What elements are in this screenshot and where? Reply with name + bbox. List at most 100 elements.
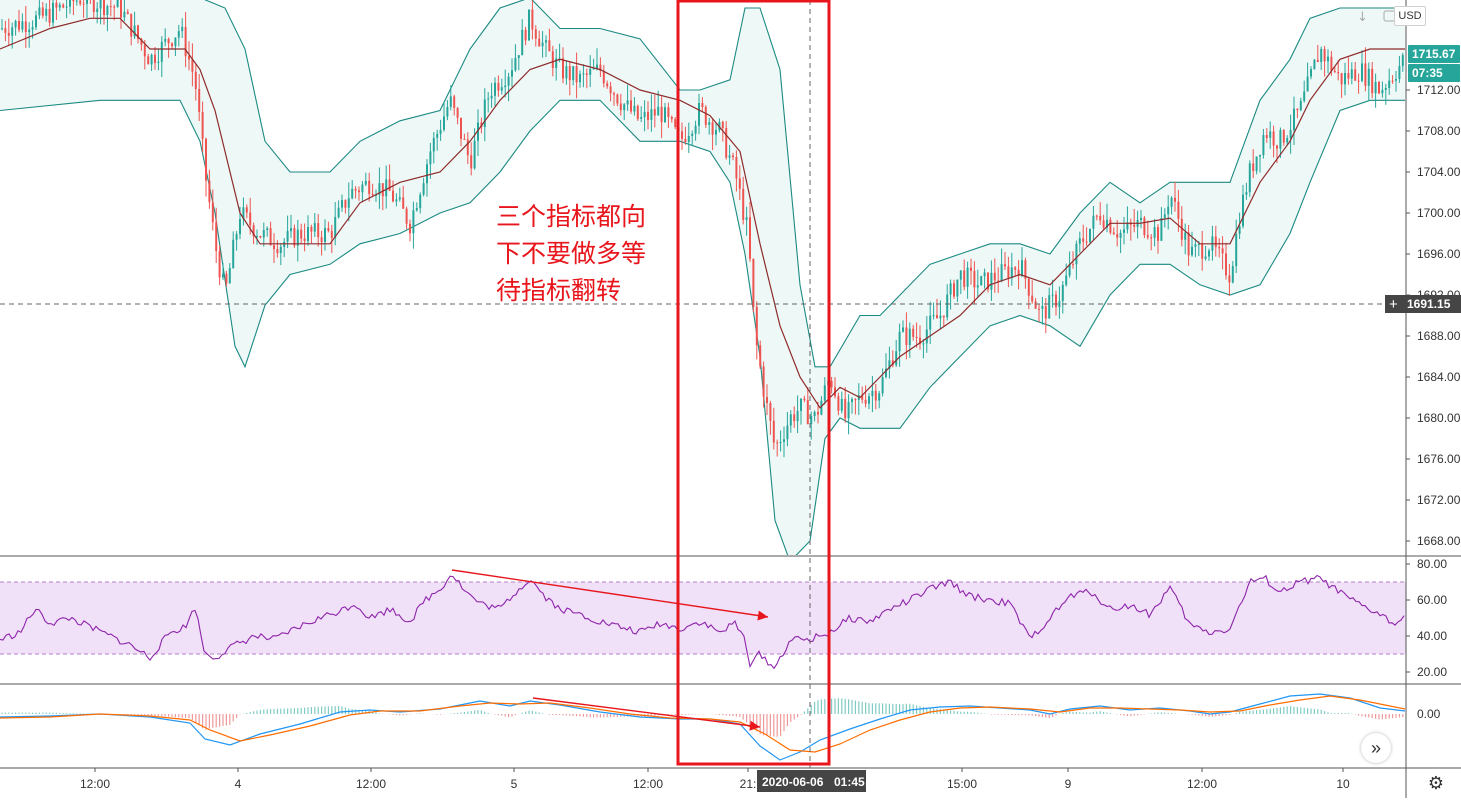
candle-body [749, 217, 751, 259]
bollinger-lower-line [0, 99, 1405, 555]
candle-body [1374, 82, 1377, 94]
candle-body [565, 66, 568, 79]
candle-body [1252, 163, 1255, 171]
candle-body [198, 89, 201, 112]
candle-body [524, 29, 527, 41]
candle-body [228, 268, 231, 284]
candle-body [120, 0, 122, 18]
candle-body [96, 8, 99, 12]
candle-body [813, 412, 816, 417]
candle-body [562, 58, 564, 79]
candle-body [1347, 73, 1350, 79]
candle-body [103, 0, 105, 15]
candle-body [939, 315, 942, 319]
candle-body [439, 129, 442, 134]
main-price-pane [0, 0, 1405, 555]
candle-body [776, 442, 779, 444]
candle-body [980, 276, 983, 286]
x-tick-label: 10 [1336, 777, 1350, 791]
candle-body [415, 208, 418, 211]
candle-body [62, 4, 65, 8]
y-tick-label: 1684.00 [1417, 370, 1461, 384]
candle-body [1330, 56, 1333, 71]
rsi-tick-label: 40.00 [1417, 629, 1447, 643]
candle-body [1116, 234, 1119, 238]
candle-body [266, 228, 269, 230]
candle-body [966, 267, 969, 287]
candle-body [426, 164, 428, 184]
candle-body [531, 9, 534, 30]
candle-body [1170, 197, 1173, 207]
candle-body [915, 336, 918, 338]
candle-body [1163, 214, 1166, 218]
annotation-line: 三个指标都向 [496, 202, 646, 231]
candle-body [902, 327, 904, 332]
candle-body [721, 122, 724, 128]
candle-body [1262, 135, 1265, 156]
candle-body [1269, 131, 1272, 138]
currency-button[interactable]: USD [1394, 6, 1426, 26]
candle-body [837, 396, 840, 411]
candle-body [1092, 215, 1095, 229]
candle-body [1197, 244, 1200, 245]
candle-body [1184, 232, 1187, 240]
candle-body [249, 212, 252, 226]
candle-body [371, 193, 374, 195]
candle-body [1191, 246, 1193, 256]
candle-body [755, 306, 758, 346]
candle-body [568, 66, 571, 81]
gear-icon[interactable]: ⚙ [1427, 773, 1445, 793]
candle-body [194, 71, 197, 89]
candle-body [58, 4, 61, 8]
scroll-to-realtime-button[interactable]: » [1361, 733, 1391, 763]
candle-body [341, 200, 343, 208]
candle-body [191, 59, 194, 72]
candle-body [347, 198, 350, 208]
candle-body [891, 360, 894, 366]
candle-body [1313, 59, 1316, 70]
candle-body [1082, 238, 1085, 242]
candle-body [140, 38, 143, 45]
candle-body [188, 56, 190, 60]
candle-body [205, 138, 207, 181]
crosshair-price-bg [1385, 295, 1461, 313]
candle-body [1027, 278, 1030, 296]
candle-body [844, 398, 847, 419]
candle-body [1265, 135, 1268, 138]
candle-body [449, 96, 452, 107]
candle-body [582, 73, 585, 75]
y-tick-label: 1704.00 [1417, 165, 1461, 179]
candle-body [626, 100, 629, 105]
candle-body [324, 228, 326, 242]
candle-body [653, 109, 656, 116]
candle-body [738, 178, 741, 189]
candle-body [687, 136, 690, 143]
candle-body [1072, 264, 1074, 266]
y-tick-label: 1696.00 [1417, 247, 1461, 261]
candle-body [956, 279, 959, 297]
candle-body [14, 21, 17, 28]
candle-body [861, 395, 864, 400]
candle-body [171, 43, 173, 47]
candle-body [932, 315, 935, 317]
candle-body [143, 44, 146, 57]
candle-body [337, 207, 340, 218]
candle-body [864, 399, 867, 404]
candle-body [1221, 248, 1224, 254]
candle-body [52, 2, 54, 23]
candle-body [908, 328, 911, 345]
candle-body [708, 122, 711, 125]
candle-body [793, 414, 796, 422]
candle-body [320, 237, 323, 242]
candle-body [803, 398, 806, 401]
candle-body [177, 31, 180, 38]
crosshair-date-bg [757, 770, 866, 792]
candle-body [483, 99, 486, 127]
candle-body [41, 7, 44, 16]
candle-body [1354, 69, 1357, 81]
candle-body [1310, 69, 1312, 77]
candle-body [317, 223, 320, 238]
candle-body [184, 26, 187, 57]
